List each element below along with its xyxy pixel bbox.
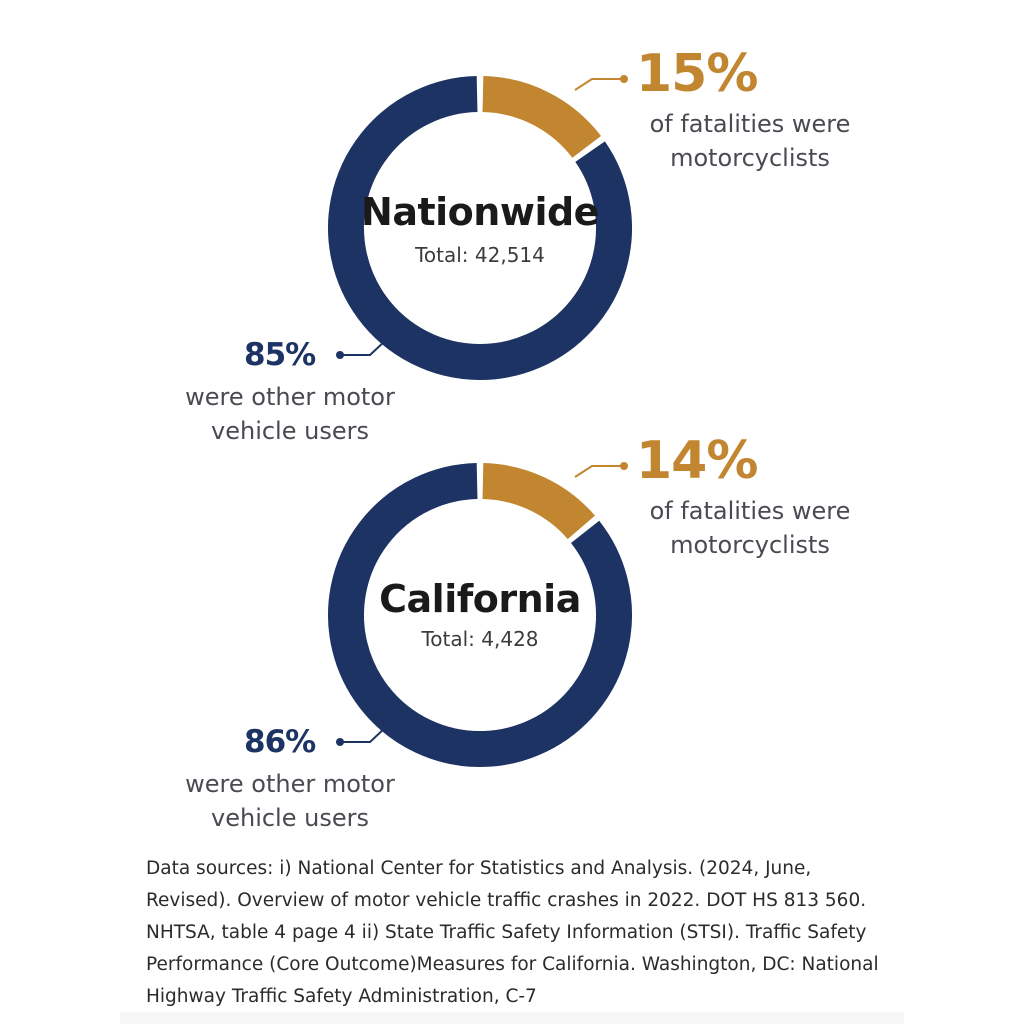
motorcyclist-connector-dot	[620, 75, 628, 83]
sources-line: Performance (Core Outcome)Measures for C…	[146, 954, 879, 975]
other-slice	[328, 463, 632, 767]
nationwide-chart: Nationwide Total: 42,514 15% of fataliti…	[0, 0, 1024, 445]
motorcyclist-connector-dot	[620, 462, 628, 470]
motorcyclist-slice	[482, 76, 601, 159]
chart-total: Total: 42,514	[415, 243, 545, 267]
other-note-line1: were other motor	[185, 383, 395, 411]
motorcyclist-connector-line	[574, 465, 622, 478]
motorcyclist-percent-label: 14%	[636, 431, 758, 491]
other-note-line1: were other motor	[185, 770, 395, 798]
motorcyclist-percent-label: 15%	[636, 44, 758, 104]
other-percent-label: 86%	[244, 724, 316, 760]
other-slice	[328, 76, 632, 380]
california-donut	[328, 462, 632, 767]
other-connector-dot	[336, 738, 344, 746]
other-connector-dot	[336, 351, 344, 359]
other-note: were other motor vehicle users	[150, 380, 430, 448]
sources-line: Highway Traffic Safety Administration, C…	[146, 986, 537, 1007]
other-percent-label: 85%	[244, 337, 316, 373]
other-connector-line	[342, 339, 387, 356]
chart-title: Nationwide	[361, 190, 599, 234]
motorcyclist-note: of fatalities were motorcyclists	[630, 494, 870, 562]
motorcyclist-note-line2: motorcyclists	[670, 531, 830, 559]
motorcyclist-note-line1: of fatalities were	[649, 110, 851, 138]
data-sources: Data sources: i) National Center for Sta…	[146, 853, 906, 1013]
motorcyclist-note-line2: motorcyclists	[670, 144, 830, 172]
sources-line: Data sources: i) National Center for Sta…	[146, 858, 812, 879]
california-chart: California Total: 4,428 14% of fatalitie…	[0, 387, 1024, 832]
other-note-line2: vehicle users	[211, 804, 369, 832]
bottom-divider	[120, 1012, 904, 1024]
sources-line: Revised). Overview of motor vehicle traf…	[146, 890, 867, 911]
sources-line: NHTSA, table 4 page 4 ii) State Traffic …	[146, 922, 867, 943]
motorcyclist-note: of fatalities were motorcyclists	[630, 107, 870, 175]
nationwide-donut	[328, 75, 632, 380]
motorcyclist-slice	[482, 463, 595, 540]
other-note-line2: vehicle users	[211, 417, 369, 445]
motorcyclist-note-line1: of fatalities were	[649, 497, 851, 525]
chart-total: Total: 4,428	[421, 627, 539, 651]
other-note: were other motor vehicle users	[150, 767, 430, 835]
other-connector-line	[342, 726, 387, 743]
motorcyclist-connector-line	[574, 78, 622, 91]
chart-title: California	[379, 577, 581, 621]
